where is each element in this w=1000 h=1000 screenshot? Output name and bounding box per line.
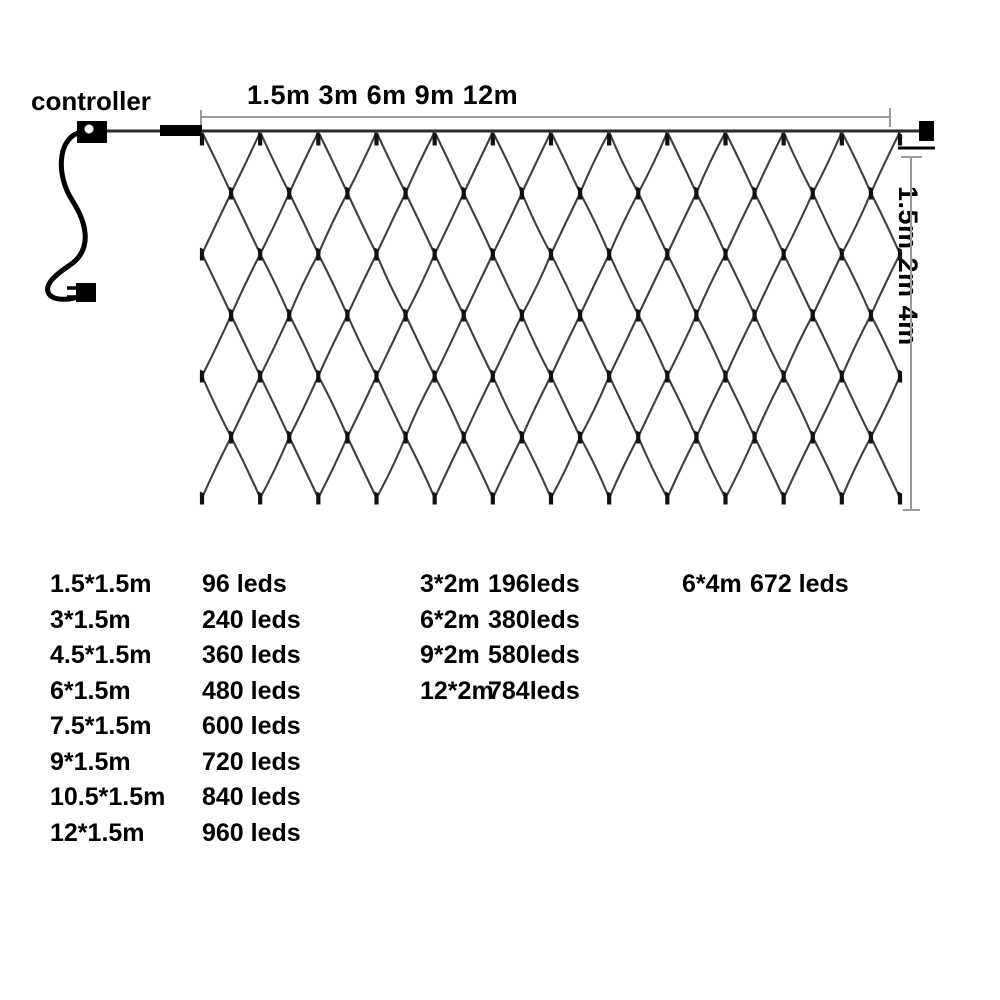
spec-column-2: 3*2m 196leds 6*2m 380leds 9*2m 580leds 12*2m 78… xyxy=(420,570,660,712)
spec-led-count: 580leds xyxy=(488,641,580,669)
spec-row: 12*1.5m 960 leds xyxy=(50,819,380,855)
top-rail xyxy=(104,125,922,136)
spec-row: 9*1.5m 720 leds xyxy=(50,748,380,784)
width-dimension-line xyxy=(200,108,891,127)
spec-row: 1.5*1.5m 96 leds xyxy=(50,570,380,606)
spec-size: 4.5*1.5m xyxy=(50,641,152,669)
net-led-bulbs xyxy=(199,132,903,505)
spec-led-count: 480 leds xyxy=(202,676,301,705)
spec-size: 9*1.5m xyxy=(50,747,131,776)
spec-led-count: 240 leds xyxy=(202,605,301,634)
spec-row: 6*2m 380leds xyxy=(420,606,660,642)
spec-row: 3*1.5m 240 leds xyxy=(50,606,380,642)
net-mesh xyxy=(200,130,902,500)
spec-row: 9*2m 580leds xyxy=(420,641,660,677)
spec-led-count: 600 leds xyxy=(202,712,301,740)
width-dimension-label: 1.5m 3m 6m 9m 12m xyxy=(247,80,519,110)
spec-row: 12*2m 784leds xyxy=(420,677,660,713)
power-plug xyxy=(67,283,96,302)
controller-box xyxy=(77,121,107,143)
spec-size: 3*2m xyxy=(420,570,480,598)
spec-column-1: 1.5*1.5m 96 leds 3*1.5m 240 leds 4.5*1.5m 360… xyxy=(50,570,380,854)
spec-size: 6*2m xyxy=(420,605,480,634)
controller-label: controller xyxy=(31,86,151,116)
net-light-illustration xyxy=(45,108,935,511)
spec-size: 10.5*1.5m xyxy=(50,783,166,811)
spec-led-count: 96 leds xyxy=(202,570,287,598)
spec-row: 3*2m 196leds xyxy=(420,570,660,606)
spec-size: 9*2m xyxy=(420,641,480,669)
spec-led-count: 360 leds xyxy=(202,641,301,669)
spec-row: 4.5*1.5m 360 leds xyxy=(50,641,380,677)
spec-size: 1.5*1.5m xyxy=(50,570,152,598)
power-cable xyxy=(45,130,91,302)
spec-led-count: 784leds xyxy=(488,676,580,705)
spec-size: 6*1.5m xyxy=(50,676,131,705)
spec-led-count: 720 leds xyxy=(202,747,301,776)
spec-size: 12*1.5m xyxy=(50,818,145,847)
spec-led-count: 840 leds xyxy=(202,783,301,811)
spec-led-count: 960 leds xyxy=(202,818,301,847)
spec-column-3: 6*4m 672 leds xyxy=(682,570,932,606)
spec-size: 7.5*1.5m xyxy=(50,712,152,740)
end-connector xyxy=(919,121,934,141)
spec-row: 6*1.5m 480 leds xyxy=(50,677,380,713)
spec-led-count: 380leds xyxy=(488,605,580,634)
height-dimension-line xyxy=(901,156,922,511)
spec-size: 12*2m xyxy=(420,676,494,705)
spec-row: 10.5*1.5m 840 leds xyxy=(50,783,380,819)
spec-size: 6*4m xyxy=(682,570,742,598)
spec-led-count: 196leds xyxy=(488,570,580,598)
spec-row: 7.5*1.5m 600 leds xyxy=(50,712,380,748)
spec-led-count: 672 leds xyxy=(750,570,849,598)
spec-size: 3*1.5m xyxy=(50,605,131,634)
spec-row: 6*4m 672 leds xyxy=(682,570,932,606)
